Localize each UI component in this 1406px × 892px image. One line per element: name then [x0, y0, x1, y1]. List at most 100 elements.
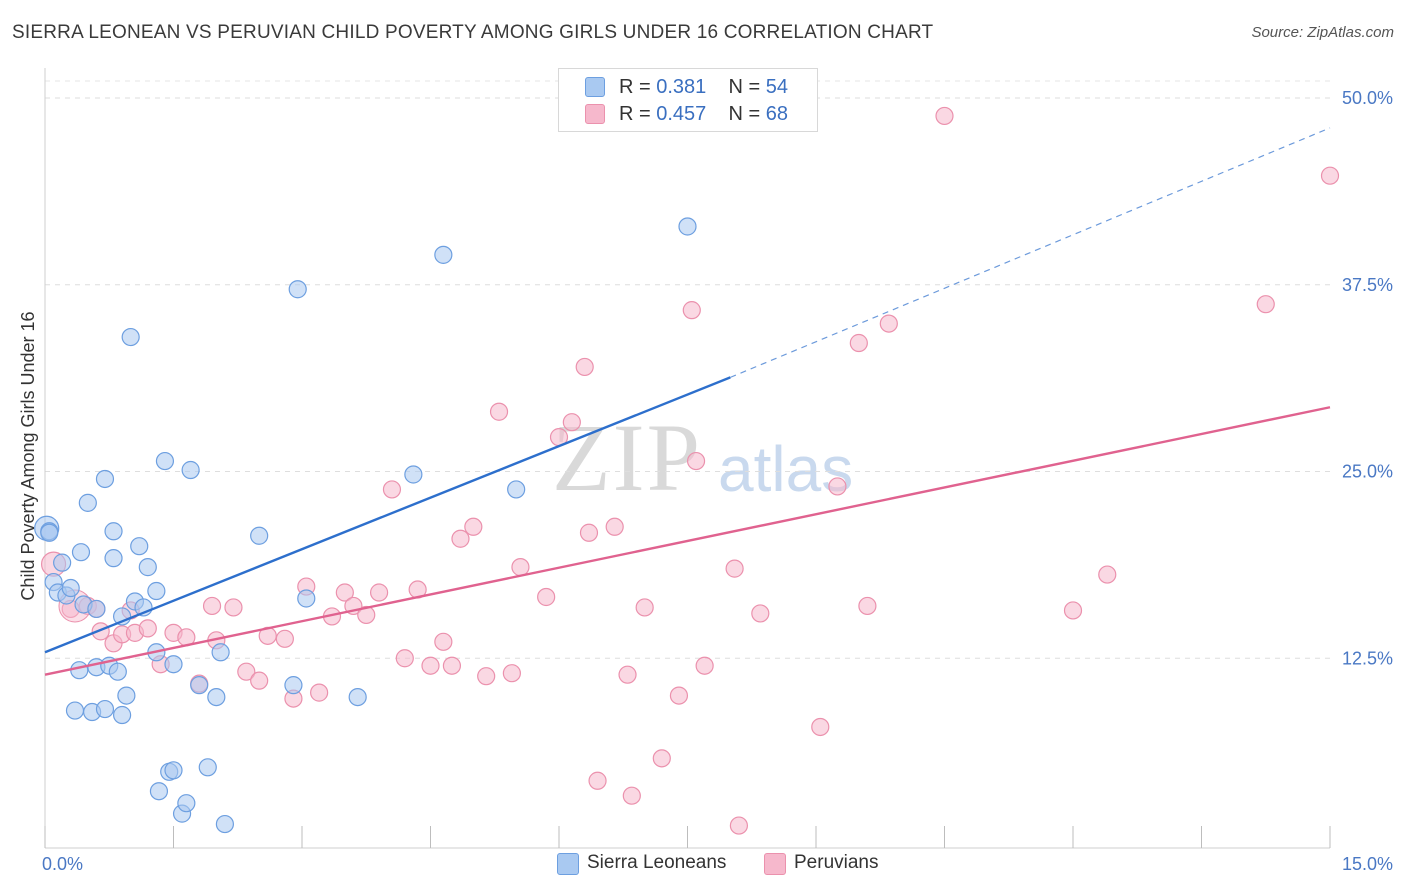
y-axis-label: Child Poverty Among Girls Under 16: [18, 311, 38, 600]
watermark-atlas: atlas: [718, 433, 854, 505]
data-point: [198, 758, 217, 777]
data-point: [477, 667, 496, 686]
data-point: [1063, 601, 1083, 620]
data-point: [288, 280, 307, 299]
data-point: [53, 553, 72, 572]
legend: R = 0.381 N = 54 R = 0.457 N = 68: [558, 68, 818, 132]
data-point: [95, 699, 115, 719]
data-point: [224, 598, 243, 617]
data-point: [635, 598, 654, 617]
data-point: [70, 661, 89, 680]
data-point: [618, 665, 637, 684]
data-point: [395, 649, 414, 668]
trend-line-extension: [730, 127, 1331, 378]
data-point: [348, 687, 367, 707]
data-point: [751, 604, 770, 623]
grid-lines: [45, 80, 1330, 659]
y-tick-label: 25.0%: [1342, 462, 1393, 482]
data-point: [622, 786, 641, 805]
data-point: [164, 655, 183, 674]
data-point: [652, 749, 671, 768]
data-point: [78, 493, 97, 512]
data-point: [828, 477, 847, 496]
data-point: [451, 529, 470, 548]
x-tick-label: 0.0%: [42, 854, 83, 874]
data-point: [149, 782, 169, 801]
data-point: [686, 451, 706, 471]
data-point: [275, 629, 294, 648]
legend-r-label: R =: [619, 75, 651, 98]
data-point: [87, 599, 106, 619]
legend-n-label: N =: [728, 75, 761, 98]
data-point: [181, 460, 200, 480]
data-point: [1256, 295, 1275, 314]
source-label: Source: ZipAtlas.com: [1251, 24, 1394, 41]
data-point: [117, 686, 136, 705]
trend-line-1: [44, 406, 1331, 676]
data-point: [370, 583, 389, 602]
data-point: [121, 327, 140, 347]
data-point: [404, 465, 423, 484]
legend-swatch-blue: [585, 77, 605, 97]
data-point: [537, 587, 556, 607]
data-point: [357, 605, 376, 625]
bottom-legend-label: Sierra Leoneans: [587, 852, 727, 873]
data-point: [130, 537, 149, 556]
data-point: [507, 480, 526, 499]
data-point: [190, 676, 209, 695]
legend-r-value: 0.457: [656, 102, 707, 125]
legend-r-value: 0.381: [656, 75, 707, 98]
data-point: [605, 517, 624, 536]
data-point: [858, 596, 877, 616]
data-point: [502, 664, 521, 683]
data-point: [104, 549, 123, 568]
data-point: [579, 523, 599, 542]
axis-labels: 12.5% 25.0% 37.5% 50.0% 0.0% 15.0% Child Pover…: [18, 88, 1393, 874]
data-point: [95, 469, 115, 489]
data-point: [669, 686, 689, 705]
y-tick-label: 50.0%: [1342, 88, 1393, 108]
data-point: [104, 522, 123, 541]
data-point: [935, 106, 954, 126]
data-point: [138, 558, 157, 577]
data-point: [725, 559, 744, 578]
data-point: [575, 357, 594, 377]
bottom-legend-swatch-pink: [764, 853, 786, 875]
series-sierra-leoneans: [40, 106, 1340, 835]
legend-n-value: 68: [765, 102, 789, 125]
data-point: [155, 451, 175, 471]
data-point: [164, 761, 183, 780]
data-point: [250, 526, 269, 545]
data-point: [65, 701, 85, 720]
data-point: [284, 676, 303, 695]
data-point: [335, 583, 354, 602]
y-tick-label: 37.5%: [1342, 275, 1393, 295]
data-point: [434, 245, 453, 264]
trend-line-0: [44, 376, 731, 654]
data-point: [40, 523, 59, 542]
series-peruvians: [34, 217, 697, 834]
data-point: [1098, 565, 1117, 584]
data-point: [434, 632, 453, 651]
legend-n-label: N =: [728, 102, 761, 125]
data-point: [61, 578, 80, 598]
data-point: [562, 413, 581, 432]
legend-swatch-pink: [585, 104, 605, 124]
chart-title: SIERRA LEONEAN VS PERUVIAN CHILD POVERTY…: [12, 22, 934, 43]
y-tick-label: 12.5%: [1342, 648, 1393, 668]
data-point: [207, 687, 226, 707]
data-point: [237, 662, 256, 681]
data-point: [695, 656, 714, 675]
data-point: [588, 771, 607, 790]
data-point: [147, 581, 166, 601]
data-point: [879, 314, 898, 333]
x-tick-label: 15.0%: [1342, 854, 1393, 874]
data-point: [297, 589, 316, 608]
data-point: [464, 517, 483, 536]
data-point: [382, 480, 402, 499]
data-point: [678, 217, 697, 236]
data-point: [202, 596, 222, 616]
data-point: [729, 816, 749, 835]
data-point: [849, 333, 868, 353]
